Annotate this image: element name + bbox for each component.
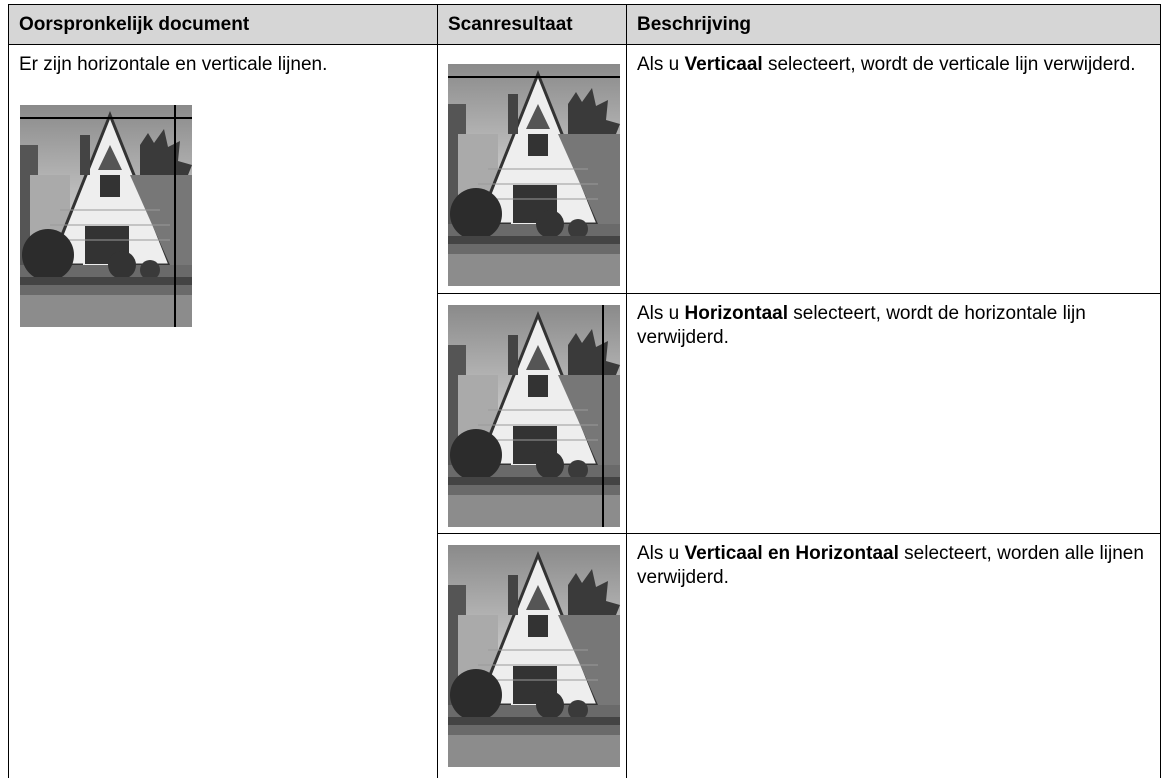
scan-image xyxy=(448,64,620,286)
text: selecteert, wordt de horizontale lijn ve… xyxy=(637,303,1086,348)
bold-text: Verticaal en Horizontaal xyxy=(684,543,899,564)
header-text: Beschrijving xyxy=(637,14,752,35)
header-text: Oorspronkelijk document xyxy=(19,14,250,35)
header-cell: Scanresultaat xyxy=(437,4,627,45)
original-text: Er zijn horizontale en verticale lijnen. xyxy=(19,54,328,75)
text: selecteert, wordt de verticale lijn verw… xyxy=(762,54,1136,75)
text: Als u xyxy=(637,303,685,324)
scan-image xyxy=(448,305,620,527)
text: Als u xyxy=(637,543,685,564)
original-image xyxy=(20,105,192,327)
text: selecteert, worden alle lijnen verwijder… xyxy=(637,543,1144,588)
bold-text: Verticaal xyxy=(684,54,763,75)
description-cell: Als u Horizontaal selecteert, wordt de h… xyxy=(626,293,1161,534)
bold-text: Horizontaal xyxy=(684,303,788,324)
header-text: Scanresultaat xyxy=(448,14,573,35)
header-cell: Oorspronkelijk document xyxy=(8,4,438,45)
header-cell: Beschrijving xyxy=(626,4,1161,45)
text: Als u xyxy=(637,54,685,75)
description-cell: Als u Verticaal en Horizontaal selecteer… xyxy=(626,533,1161,778)
description-cell: Als u Verticaal selecteert, wordt de ver… xyxy=(626,44,1161,294)
scan-image xyxy=(448,545,620,767)
